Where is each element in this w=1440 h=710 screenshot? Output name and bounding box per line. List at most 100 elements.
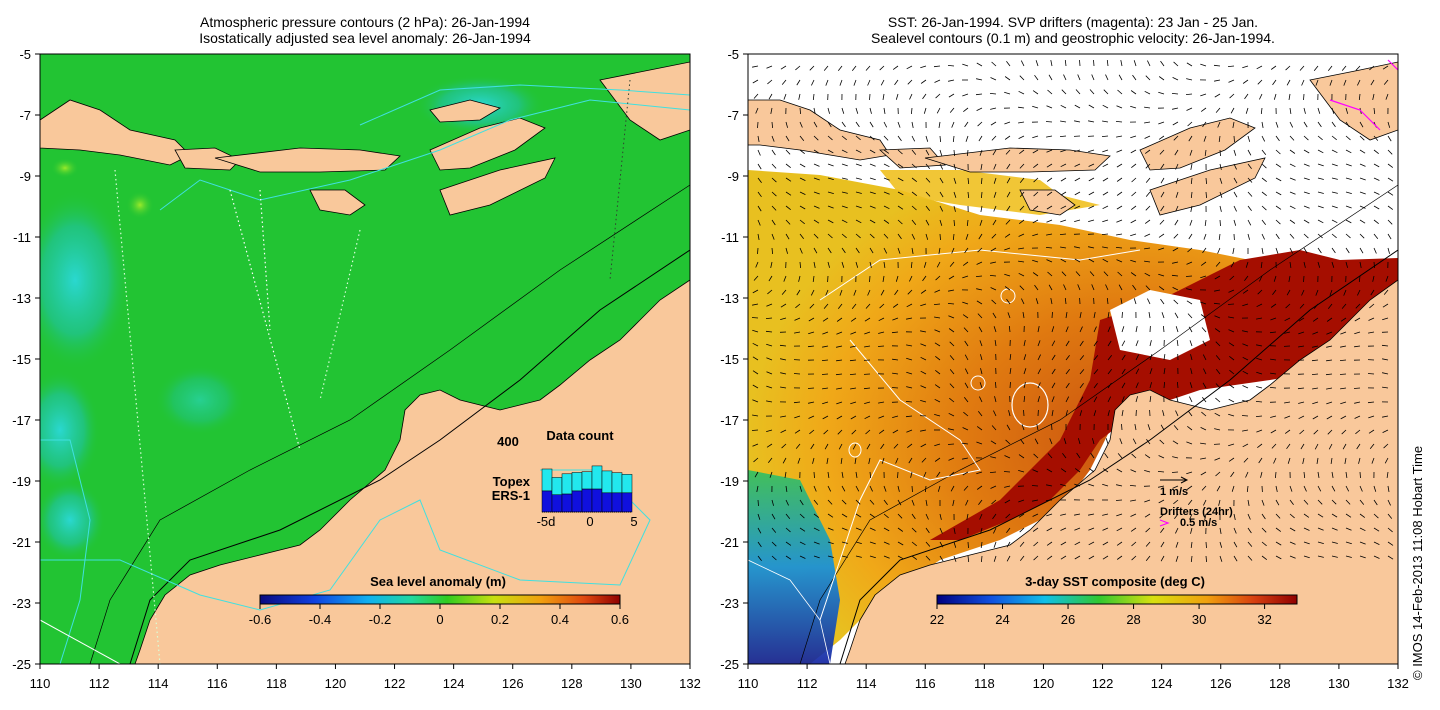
velocity-arrow xyxy=(925,191,931,197)
velocity-arrow xyxy=(891,387,899,389)
velocity-arrow xyxy=(1077,74,1081,81)
velocity-arrow xyxy=(1372,275,1375,282)
velocity-arrow xyxy=(1101,135,1109,137)
drifter-track xyxy=(1329,99,1381,131)
velocity-arrow xyxy=(962,275,969,279)
velocity-arrow xyxy=(1354,345,1361,348)
velocity-arrow xyxy=(813,149,820,154)
velocity-arrow xyxy=(883,177,890,181)
velocity-arrow xyxy=(1189,219,1193,226)
velocity-arrow xyxy=(799,261,801,269)
velocity-arrow xyxy=(766,65,773,69)
velocity-arrow xyxy=(766,357,773,361)
velocity-arrow xyxy=(863,387,871,390)
velocity-arrow xyxy=(836,387,843,390)
velocity-arrow xyxy=(752,356,759,361)
velocity-arrow xyxy=(813,177,820,181)
velocity-arrow xyxy=(780,358,787,361)
velocity-arrow xyxy=(1050,60,1053,67)
velocity-arrow xyxy=(966,513,969,520)
velocity-arrow xyxy=(779,344,787,347)
velocity-arrow xyxy=(864,415,871,420)
velocity-arrow xyxy=(824,443,829,450)
velocity-arrow xyxy=(1275,121,1279,128)
velocity-arrow xyxy=(1218,135,1221,142)
velocity-arrow xyxy=(897,219,903,225)
velocity-arrow xyxy=(771,513,776,520)
velocity-arrow xyxy=(1331,163,1338,167)
velocity-arrow xyxy=(1160,163,1165,170)
velocity-arrow xyxy=(1270,372,1277,375)
velocity-arrow xyxy=(1200,93,1207,97)
velocity-arrow xyxy=(827,261,830,268)
velocity-arrow xyxy=(891,331,899,334)
velocity-arrow xyxy=(794,415,801,419)
eddy-contour xyxy=(970,375,986,391)
velocity-arrow xyxy=(1287,457,1291,464)
velocity-arrow xyxy=(1387,177,1394,182)
velocity-arrow xyxy=(1303,93,1305,101)
velocity-arrow xyxy=(1303,163,1310,167)
velocity-arrow xyxy=(923,471,927,478)
velocity-arrow xyxy=(1331,555,1338,558)
velocity-arrow xyxy=(1089,89,1095,95)
velocity-arrow xyxy=(953,541,957,548)
velocity-arrow xyxy=(1205,191,1207,199)
velocity-arrow xyxy=(1358,93,1361,101)
velocity-arrow xyxy=(1130,259,1137,263)
velocity-arrow xyxy=(1079,396,1084,403)
velocity-arrow xyxy=(813,513,820,518)
velocity-arrow xyxy=(1186,62,1193,67)
velocity-arrow xyxy=(1275,499,1280,506)
velocity-arrow xyxy=(965,135,969,142)
velocity-arrow xyxy=(1303,541,1310,545)
velocity-arrow xyxy=(869,261,872,268)
velocity-arrow xyxy=(795,65,801,71)
velocity-arrow xyxy=(1046,484,1053,487)
velocity-arrow xyxy=(952,499,955,506)
velocity-arrow xyxy=(1102,541,1109,546)
velocity-arrow xyxy=(853,289,857,296)
velocity-arrow xyxy=(1102,191,1109,196)
velocity-arrow xyxy=(827,163,834,167)
velocity-arrow xyxy=(1163,381,1165,389)
left-lon-label: 132 xyxy=(679,676,701,691)
left-colorbar-tick-label: 0.2 xyxy=(491,612,509,627)
velocity-arrow xyxy=(1256,317,1263,320)
velocity-arrow xyxy=(939,205,944,212)
velocity-arrow xyxy=(1261,233,1265,240)
velocity-arrow xyxy=(757,121,759,129)
velocity-arrow xyxy=(1172,456,1179,459)
velocity-arrow xyxy=(995,381,997,389)
velocity-arrow xyxy=(1019,541,1025,547)
velocity-arrow xyxy=(911,541,917,547)
velocity-arrow xyxy=(934,398,941,403)
velocity-arrow xyxy=(1331,191,1338,194)
velocity-arrow xyxy=(1289,177,1296,181)
velocity-arrow xyxy=(813,485,817,492)
velocity-arrow xyxy=(933,303,941,305)
velocity-arrow xyxy=(853,79,857,86)
velocity-arrow xyxy=(1116,205,1123,210)
velocity-arrow xyxy=(1312,415,1319,420)
velocity-arrow xyxy=(771,233,775,240)
velocity-arrow xyxy=(1088,177,1095,182)
velocity-arrow xyxy=(799,191,806,195)
velocity-arrow xyxy=(1257,289,1263,295)
velocity-arrow xyxy=(1158,121,1165,125)
left-colorbar-tick-label: 0 xyxy=(436,612,443,627)
velocity-arrow xyxy=(1116,484,1123,487)
velocity-arrow xyxy=(1303,499,1309,505)
velocity-arrow xyxy=(1185,275,1193,277)
velocity-arrow xyxy=(1102,219,1109,223)
left-colorbar-tick-label: -0.4 xyxy=(309,612,331,627)
velocity-arrow xyxy=(1121,311,1123,319)
velocity-arrow xyxy=(949,471,955,477)
velocity-arrow xyxy=(869,205,876,209)
velocity-arrow xyxy=(989,471,997,473)
velocity-arrow xyxy=(1146,438,1151,445)
velocity-arrow xyxy=(1074,177,1081,182)
velocity-arrow xyxy=(1172,247,1179,252)
velocity-arrow xyxy=(951,247,955,254)
velocity-arrow xyxy=(1019,555,1025,561)
